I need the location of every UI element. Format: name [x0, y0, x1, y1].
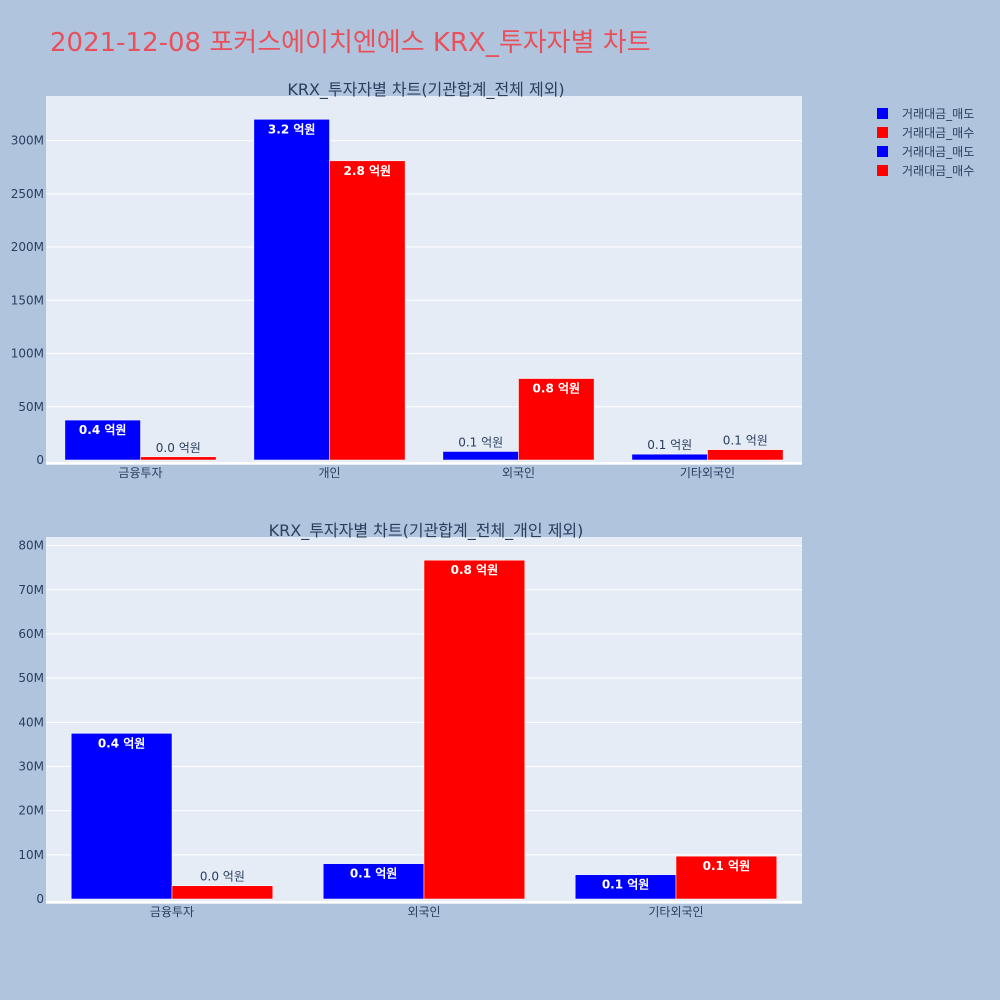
y-tick-label: 10M	[18, 848, 44, 862]
legend-item[interactable]: 거래대금_매수	[877, 126, 974, 140]
legend-swatch	[877, 165, 888, 176]
x-tick-label: 금융투자	[150, 905, 194, 919]
legend-label: 거래대금_매도	[902, 107, 974, 121]
bar[interactable]	[442, 451, 519, 461]
bar-data-label: 0.0 억원	[200, 870, 245, 884]
y-tick-label: 0	[36, 892, 44, 906]
x-tick-label: 금융투자	[118, 466, 162, 480]
legend-item[interactable]: 거래대금_매도	[877, 107, 974, 121]
legend-label: 거래대금_매수	[902, 126, 974, 140]
y-tick-label: 50M	[18, 671, 44, 685]
y-tick-label: 70M	[18, 583, 44, 597]
bar-data-label: 0.4 억원	[79, 423, 127, 437]
bar-data-label: 2.8 억원	[344, 164, 392, 178]
bar-data-label: 0.1 억원	[602, 878, 650, 892]
chart-title: KRX_투자자별 차트(기관합계_전체_개인 제외)	[269, 521, 584, 541]
bar-data-label: 3.2 억원	[268, 122, 316, 136]
bar-data-label: 0.1 억원	[723, 434, 768, 448]
legend-label: 거래대금_매수	[902, 164, 974, 178]
chart-title: KRX_투자자별 차트(기관합계_전체 제외)	[287, 80, 564, 100]
y-tick-label: 80M	[18, 539, 44, 553]
legend-swatch	[877, 108, 888, 119]
bar[interactable]	[329, 160, 406, 461]
bar[interactable]	[253, 119, 330, 461]
legend-label: 거래대금_매도	[902, 145, 974, 159]
y-tick-label: 100M	[11, 347, 44, 361]
y-tick-label: 200M	[11, 240, 44, 254]
bar[interactable]	[707, 449, 784, 461]
bar[interactable]	[631, 453, 708, 461]
bar[interactable]	[322, 863, 425, 900]
y-tick-label: 30M	[18, 759, 44, 773]
bar[interactable]	[675, 855, 778, 900]
y-tick-label: 50M	[18, 400, 44, 414]
bar[interactable]	[64, 419, 141, 461]
legend-swatch	[877, 146, 888, 157]
x-tick-label: 기타외국인	[680, 466, 735, 480]
bar[interactable]	[423, 559, 526, 900]
bar-data-label: 0.1 억원	[458, 435, 503, 449]
legend-swatch	[877, 127, 888, 138]
chart-top: 0 50M 100M 150M 200M 250M 300M KRX_투자자별 차트(기관합계…	[11, 80, 802, 480]
plot-area	[46, 96, 802, 465]
bar-data-label: 0.1 억원	[350, 867, 398, 881]
legend-item[interactable]: 거래대금_매도	[877, 145, 974, 159]
bar[interactable]	[140, 456, 217, 461]
bar[interactable]	[574, 874, 677, 900]
bar-data-label: 0.1 억원	[703, 859, 751, 873]
legend-item[interactable]: 거래대금_매수	[877, 164, 974, 178]
x-tick-label: 외국인	[502, 466, 535, 480]
y-tick-label: 300M	[11, 134, 44, 148]
y-tick-label: 250M	[11, 187, 44, 201]
page-title: 2021-12-08 포커스에이치엔에스 KRX_투자자별 차트	[50, 28, 651, 58]
y-tick-label: 150M	[11, 293, 44, 307]
chart-bottom: 0 10M 20M 30M 40M 50M 60M 70M 80M KRX_투자자별 차트(기관합…	[18, 521, 802, 919]
x-tick-label: 개인	[318, 466, 340, 480]
bar[interactable]	[518, 378, 595, 461]
y-tick-label: 40M	[18, 715, 44, 729]
x-tick-label: 기타외국인	[648, 905, 703, 919]
bar-data-label: 0.8 억원	[451, 563, 499, 577]
y-tick-label: 20M	[18, 804, 44, 818]
bar[interactable]	[70, 733, 173, 900]
bar-data-label: 0.1 억원	[647, 438, 692, 452]
bar-data-label: 0.4 억원	[98, 736, 146, 750]
x-tick-label: 외국인	[407, 905, 440, 919]
y-tick-label: 0	[36, 453, 44, 467]
bar[interactable]	[171, 885, 274, 900]
y-tick-label: 60M	[18, 627, 44, 641]
bar-data-label: 0.0 억원	[156, 441, 201, 455]
bar-data-label: 0.8 억원	[533, 382, 581, 396]
